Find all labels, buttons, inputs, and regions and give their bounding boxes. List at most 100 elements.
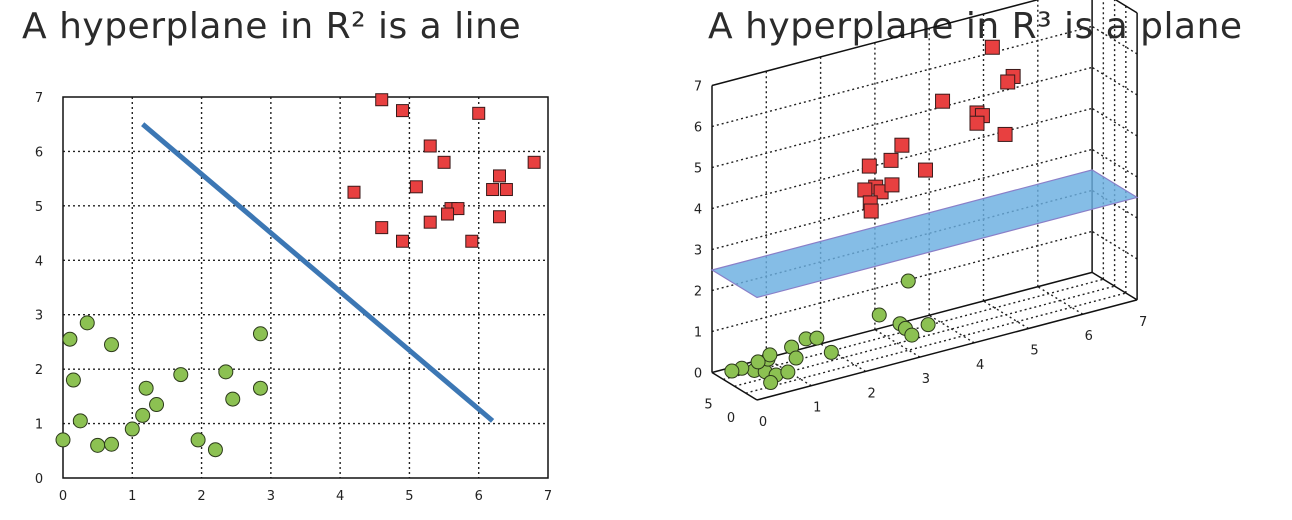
class-a-point xyxy=(997,126,1013,142)
class-a-point xyxy=(894,137,910,153)
class-b-point xyxy=(104,337,119,353)
x-tick-label: 6 xyxy=(475,489,483,504)
y-tick-label: 2 xyxy=(35,363,43,378)
class-a-point xyxy=(409,180,423,194)
y-tick-label: 4 xyxy=(35,254,43,269)
hyperplane-plane xyxy=(710,169,1139,299)
y-tick-label: 6 xyxy=(35,145,43,160)
class-b-point xyxy=(780,364,796,380)
x-tick-label: 7 xyxy=(544,489,552,504)
y-tick-label: 0 xyxy=(727,411,735,426)
z-tick-label: 6 xyxy=(694,121,702,136)
class-a-point xyxy=(917,162,933,178)
class-a-point xyxy=(423,139,437,153)
class-a-point xyxy=(527,155,541,169)
class-a-point xyxy=(935,93,951,109)
z-tick-label: 4 xyxy=(694,203,702,218)
grid-line xyxy=(874,329,921,358)
class-a-point xyxy=(499,183,513,197)
x-tick-label: 2 xyxy=(867,386,875,401)
class-b-point xyxy=(124,421,140,437)
z-tick-label: 2 xyxy=(694,285,702,300)
class-a-point xyxy=(493,210,506,224)
axis-edge xyxy=(1091,271,1138,301)
z-tick-label: 3 xyxy=(694,244,702,259)
class-a-point xyxy=(375,93,389,107)
class-b-point xyxy=(809,330,825,346)
class-b-point xyxy=(823,344,839,360)
class-b-point xyxy=(750,354,766,370)
grid-line xyxy=(711,25,1093,128)
grid-line xyxy=(820,343,866,372)
x-tick-label: 4 xyxy=(336,489,344,504)
class-a-point xyxy=(472,106,486,120)
grid-line xyxy=(1091,230,1138,260)
class-b-point xyxy=(788,350,804,366)
class-b-point xyxy=(90,437,106,453)
grid-line xyxy=(711,148,1093,251)
class-b-point xyxy=(763,375,779,391)
class-b-point xyxy=(225,391,241,407)
class-a-point xyxy=(969,115,985,131)
x-tick-label: 5 xyxy=(1030,344,1038,359)
class-a-point xyxy=(465,234,479,248)
class-a-point xyxy=(493,169,506,183)
axis-edge xyxy=(711,371,758,401)
class-a-point xyxy=(396,104,409,118)
class-a-point xyxy=(884,177,900,193)
grid-line xyxy=(1091,107,1138,137)
axis-edge xyxy=(756,299,1138,401)
grid-line xyxy=(1091,25,1138,55)
x-tick-label: 1 xyxy=(813,401,821,416)
class-a-point xyxy=(396,234,409,248)
grid-line xyxy=(928,314,975,344)
class-b-point xyxy=(871,307,887,323)
class-a-point xyxy=(375,221,389,235)
class-b-point xyxy=(173,367,189,383)
class-b-point xyxy=(79,315,95,331)
class-b-point xyxy=(218,364,234,380)
z-tick-label: 5 xyxy=(694,162,702,177)
y-tick-label: 7 xyxy=(35,91,43,106)
class-b-point xyxy=(55,432,71,448)
class-b-point xyxy=(72,413,88,429)
x-tick-label: 7 xyxy=(1139,315,1147,330)
z-tick-label: 7 xyxy=(694,80,702,95)
x-tick-label: 2 xyxy=(197,489,205,504)
class-a-point xyxy=(347,185,361,199)
x-tick-label: 0 xyxy=(759,415,767,430)
chart-2d-line-hyperplane: 0 1 2 3 4 5 6 7 0 1 2 3 4 5 6 7 xyxy=(35,91,552,504)
class-a-point xyxy=(1000,74,1016,90)
x-tick-label: 6 xyxy=(1085,329,1093,344)
chart-title-right: A hyperplane in R³ is a plane xyxy=(708,6,1243,47)
class-b-point xyxy=(904,327,920,343)
class-b-point xyxy=(190,432,206,448)
y-tick-label: 3 xyxy=(35,309,43,324)
x-tick-label: 5 xyxy=(405,489,413,504)
class-a-point xyxy=(437,155,451,169)
plot-frame xyxy=(62,96,549,479)
grid-line xyxy=(734,285,1115,387)
chart-title-left: A hyperplane in R² is a line xyxy=(22,6,522,47)
class-b-point xyxy=(104,436,119,452)
x-tick-label: 0 xyxy=(59,489,67,504)
y-tick-label: 5 xyxy=(704,397,712,412)
x-tick-label: 1 xyxy=(128,489,136,504)
grid-line xyxy=(1091,66,1138,96)
class-b-point xyxy=(65,372,81,388)
axis-edge xyxy=(711,0,1040,87)
class-a-point xyxy=(857,182,873,198)
axis-edge xyxy=(1114,0,1138,14)
class-b-point xyxy=(762,347,778,363)
class-b-point xyxy=(252,326,268,342)
class-b-point xyxy=(138,380,154,396)
x-tick-label: 3 xyxy=(922,372,930,387)
x-tick-label: 4 xyxy=(976,358,984,373)
z-tick-label: 0 xyxy=(694,367,702,382)
z-tick-label: 1 xyxy=(694,326,702,341)
class-b-point xyxy=(149,397,165,413)
y-tick-label: 0 xyxy=(35,472,43,487)
class-b-point xyxy=(62,331,78,347)
class-a-point xyxy=(441,207,455,221)
